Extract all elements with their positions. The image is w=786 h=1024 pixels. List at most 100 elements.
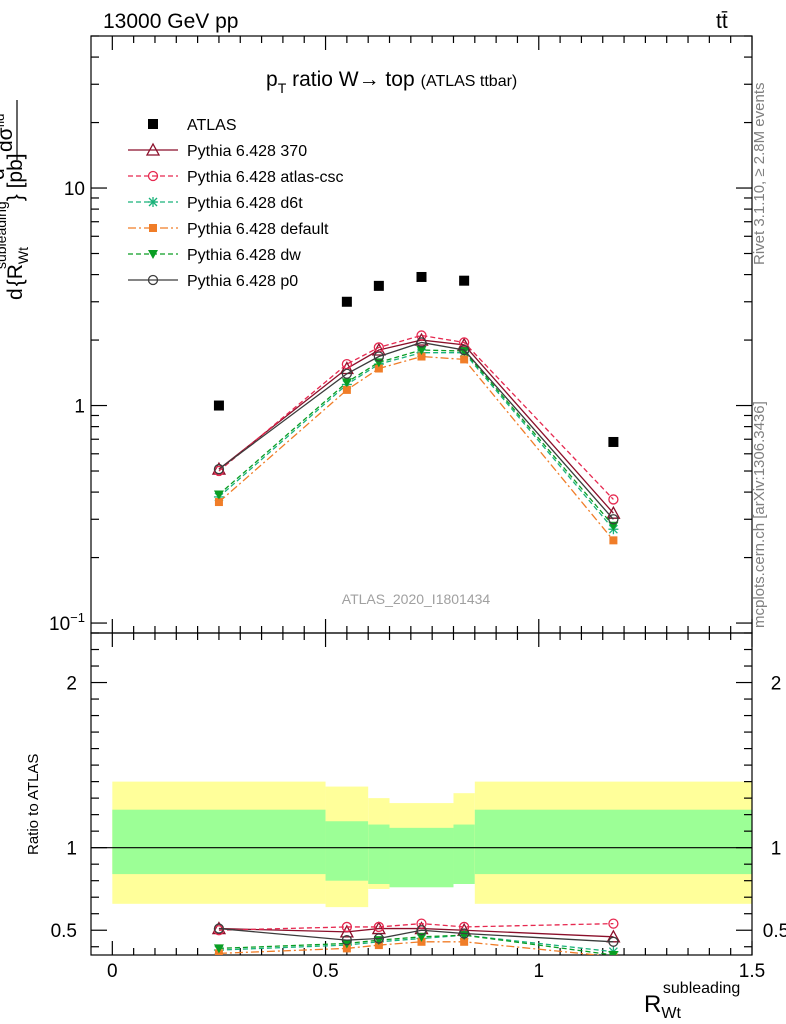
series-line [218, 341, 614, 520]
header-left: 13000 GeV pp [103, 10, 238, 33]
series-pythia-6-428-p0 [213, 337, 619, 525]
data-point [341, 378, 352, 388]
legend-item-atlas: ATLAS [148, 117, 237, 134]
y-tick-label: 10 [64, 179, 85, 200]
ratio-y-ticks: 0.5 0.5 1 1 2 2 [51, 648, 786, 948]
ratio-series [211, 918, 621, 955]
data-point [608, 494, 619, 505]
legend-label: Pythia 6.428 default [187, 221, 329, 238]
legend-marker [147, 170, 159, 182]
data-point [459, 275, 470, 286]
data-point [213, 490, 224, 500]
data-point [460, 355, 469, 364]
ylabel-sigma: dσ [0, 127, 17, 152]
xlabel-sup: subleading [663, 980, 740, 997]
legend-item-pythia-6-428-d6t: Pythia 6.428 d6t [128, 195, 303, 212]
legend: ATLAS Pythia 6.428 370 Pythia 6.428 atlas-… [128, 117, 344, 290]
ratio-y-tick-label: 1 [66, 839, 77, 860]
ratio-y-tick-label: 2 [66, 674, 77, 695]
x-tick-label: 1.5 [739, 961, 765, 982]
data-point [417, 352, 426, 361]
legend-item-pythia-6-428-370: Pythia 6.428 370 [128, 142, 307, 160]
ylabel-d1: d [0, 168, 9, 180]
ratio-point [460, 937, 469, 946]
svg-text:d{RWtsubleading} [pb]: d {RWt subleading} [pb] [0, 153, 31, 300]
title-sub: T [278, 80, 287, 96]
main-x-ticks [111, 36, 753, 633]
ylabel-r-sub: Wt [15, 247, 31, 264]
series-line [218, 334, 614, 500]
series-pythia-6-428-atlas-csc [213, 330, 619, 505]
x-tick-label: 1 [533, 961, 544, 982]
side-text-top: Rivet 3.1.10, ≥ 2.8M events [751, 83, 768, 266]
x-axis-label: RWt subleading [644, 980, 740, 1022]
ratio-point [608, 951, 619, 955]
legend-label: Pythia 6.428 atlas-csc [187, 169, 344, 186]
ylabel-r-sup: subleading [0, 201, 9, 269]
data-point [373, 280, 384, 291]
ratio-point [341, 934, 353, 946]
side-text-bottom: mcplots.cern.ch [arXiv:1306.3436] [751, 401, 768, 628]
ratio-y-tick-label-right: 0.5 [763, 921, 786, 942]
data-point [608, 521, 619, 531]
ratio-point [341, 939, 352, 949]
legend-item-pythia-6-428-atlas-csc: Pythia 6.428 atlas-csc [128, 169, 344, 186]
x-tick-label: 0.5 [312, 961, 338, 982]
data-point [458, 337, 470, 348]
data-point [373, 351, 385, 362]
ratio-point [213, 923, 225, 934]
data-point [416, 330, 427, 341]
ratio-point [339, 924, 354, 938]
ratio-panel-frame [90, 632, 753, 956]
ratio-point [458, 928, 470, 939]
star-stroke [148, 197, 158, 207]
data-point [341, 296, 352, 307]
data-point [606, 505, 621, 519]
series-line [218, 355, 614, 541]
ratio-y-label: Ratio to ATLAS [25, 754, 42, 855]
ratio-point [373, 933, 385, 944]
ylabel-brace-close: } [pb] [4, 153, 27, 201]
analysis-watermark: ATLAS_2020_I1801434 [342, 591, 491, 607]
ratio-line [218, 934, 614, 953]
xlabel-main: R [644, 991, 661, 1018]
legend-marker [149, 224, 157, 232]
ylabel-d2: d [4, 288, 27, 300]
main-series [211, 271, 621, 545]
band-inner [368, 824, 390, 884]
data-point [341, 358, 353, 370]
ratio-point [213, 944, 224, 954]
legend-item-pythia-6-428-dw: Pythia 6.428 dw [128, 247, 301, 264]
data-point [213, 400, 224, 411]
ratio-point [341, 921, 353, 933]
ratio-line [218, 941, 604, 955]
data-point [214, 498, 223, 507]
ratio-point [606, 929, 621, 943]
chart-title: pT ratio W→ top (ATLAS ttbar) [266, 68, 517, 96]
ratio-line [218, 927, 614, 938]
ratio-point [373, 921, 385, 933]
ylabel-sigma-sup: fid [0, 114, 7, 128]
series-pythia-6-428-370 [211, 332, 621, 519]
ratio-line [218, 922, 614, 931]
ratio-y-tick-label-right: 1 [771, 839, 782, 860]
legend-item-pythia-6-428-default: Pythia 6.428 default [128, 221, 329, 238]
legend-marker [148, 250, 158, 259]
band-inner [453, 824, 475, 884]
xlabel-sub: Wt [661, 1005, 681, 1022]
legend-label: ATLAS [187, 117, 237, 134]
data-point [416, 271, 427, 282]
ratio-point [608, 918, 619, 929]
header-right: tt̄ [716, 10, 728, 33]
title-rest: ratio W→ top [286, 68, 414, 91]
series-line [218, 352, 614, 530]
legend-item-pythia-6-428-p0: Pythia 6.428 p0 [128, 273, 298, 290]
ratio-point [416, 932, 427, 942]
ylabel-brace-open: {R [4, 264, 27, 286]
ratio-y-tick-label: 0.5 [51, 921, 77, 942]
ratio-x-ticks: 0 0.5 1 1.5 [107, 633, 765, 982]
ratio-y-tick-label-right: 2 [771, 674, 782, 695]
main-y-ticks: 10−1 1 10 [49, 35, 752, 635]
legend-marker [148, 197, 158, 207]
